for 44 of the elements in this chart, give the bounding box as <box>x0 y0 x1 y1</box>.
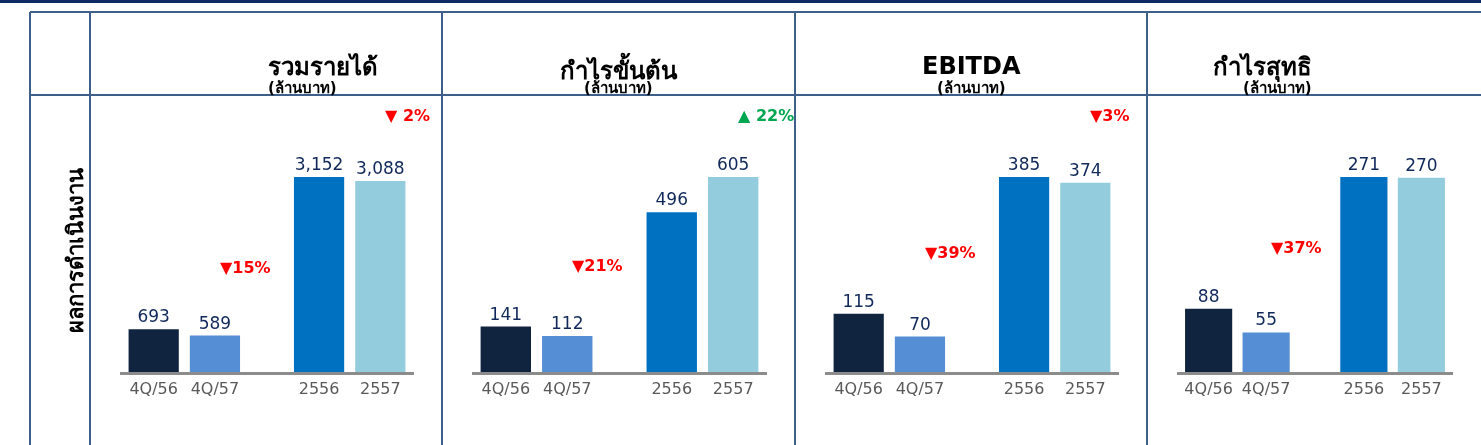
x-tick-label: 4Q/57 <box>1241 379 1291 399</box>
text: ผลการดำเนินงาน <box>62 167 88 333</box>
chart-title: รวมรายได้ <box>268 52 378 81</box>
x-tick-label: 2557 <box>1064 379 1106 399</box>
chart-subtitle: (ล้านบาท) <box>268 79 337 97</box>
x-tick-label: 4Q/56 <box>481 379 531 399</box>
x-tick-label: 4Q/57 <box>895 379 945 399</box>
annotation: ▼39% <box>925 243 976 262</box>
chart-title: EBITDA <box>922 52 1021 80</box>
data-label: 374 <box>1069 159 1102 180</box>
x-tick-label: 2556 <box>1343 379 1385 399</box>
x-tick-label: 4Q/56 <box>129 379 178 399</box>
data-label: 88 <box>1197 285 1220 306</box>
data-label: 112 <box>551 312 584 333</box>
x-tick-label: 2556 <box>1003 379 1045 399</box>
annotation: ▼21% <box>572 256 623 275</box>
chart-subtitle: (ล้านบาท) <box>937 79 1006 97</box>
x-tick-label: 2557 <box>712 379 754 399</box>
data-label: 693 <box>137 306 170 327</box>
x-tick-label: 2557 <box>1401 379 1442 399</box>
annotation: ▼15% <box>220 258 271 277</box>
data-label: 55 <box>1255 309 1277 330</box>
x-tick-label: 4Q/56 <box>834 379 883 399</box>
text: ▼3% <box>1090 106 1130 125</box>
data-label: 115 <box>842 290 875 311</box>
data-label: 605 <box>716 154 750 175</box>
data-label: 141 <box>489 303 523 324</box>
annotation: ▼37% <box>1271 238 1322 257</box>
text: ▲ 22% <box>738 106 795 125</box>
x-tick-label: 4Q/57 <box>190 379 240 399</box>
data-label: 271 <box>1347 154 1381 175</box>
data-label: 3,088 <box>355 158 405 179</box>
x-tick-label: 4Q/56 <box>1184 379 1233 399</box>
text: ▼ 2% <box>385 106 431 125</box>
data-label: 589 <box>198 312 232 333</box>
x-tick-label: 4Q/57 <box>542 379 592 399</box>
data-label: 70 <box>909 313 931 334</box>
data-label: 496 <box>655 189 688 210</box>
x-tick-label: 2556 <box>651 379 693 399</box>
data-label: 270 <box>1405 154 1438 175</box>
data-label: 3,152 <box>294 154 344 175</box>
data-label: 385 <box>1007 154 1041 175</box>
x-tick-label: 2557 <box>359 379 401 399</box>
x-tick-label: 2556 <box>298 379 340 399</box>
